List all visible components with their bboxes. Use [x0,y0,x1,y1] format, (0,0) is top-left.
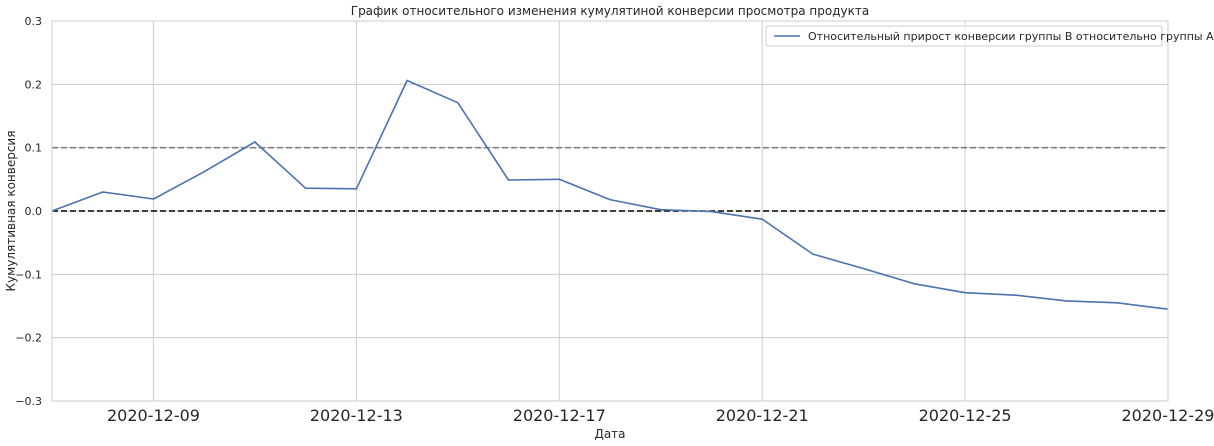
data-point [406,79,408,82]
data-point [152,198,155,200]
data-point [304,187,307,189]
data-point [913,283,916,285]
data-point [355,188,358,190]
x-tick-label: 2020-12-21 [716,406,809,425]
data-point [1065,300,1068,302]
plot-frame [51,20,1169,402]
data-point [457,101,459,104]
y-tick-label: 0.1 [25,142,43,155]
legend-label: Относительный прирост конверсии группы B… [808,30,1214,43]
data-point [862,267,865,270]
x-tick-label: 2020-12-29 [1122,406,1214,425]
y-tick-label: −0.2 [15,332,42,345]
data-point [203,170,205,173]
data-point [1116,302,1119,304]
y-axis-ticks: −0.3 −0.2 −0.1 0.0 0.1 0.2 0.3 [15,15,42,408]
series-line [51,79,1169,310]
data-point [254,141,256,143]
y-axis-label: Кумулятивная конверсия [4,131,18,292]
y-tick-label: 0.0 [25,205,43,218]
y-tick-label: −0.1 [15,268,42,281]
data-point [710,210,713,213]
y-tick-label: 0.3 [25,15,43,28]
data-point [812,253,814,255]
data-point [101,191,104,193]
x-tick-label: 2020-12-09 [107,406,200,425]
x-tick-label: 2020-12-17 [513,406,606,425]
data-point [609,198,611,201]
data-point [558,178,561,181]
legend-box [765,25,1163,47]
data-point [964,291,966,294]
legend: Относительный прирост конверсии группы B… [765,25,1214,47]
data-point [761,218,763,221]
x-axis-ticks: 2020-12-09 2020-12-13 2020-12-17 2020-12-21… [107,406,1214,425]
data-point [507,179,510,181]
y-tick-label: −0.3 [15,395,42,408]
y-tick-label: 0.2 [25,78,43,91]
data-point [659,208,662,211]
x-axis-label: Дата [594,427,625,441]
reference-lines [52,146,1168,212]
data-point [1015,294,1017,297]
x-tick-label: 2020-12-25 [919,406,1012,425]
x-tick-label: 2020-12-13 [310,406,403,425]
chart-title: График относительного изменения кумуляти… [351,4,869,18]
series-layer [51,79,1169,310]
